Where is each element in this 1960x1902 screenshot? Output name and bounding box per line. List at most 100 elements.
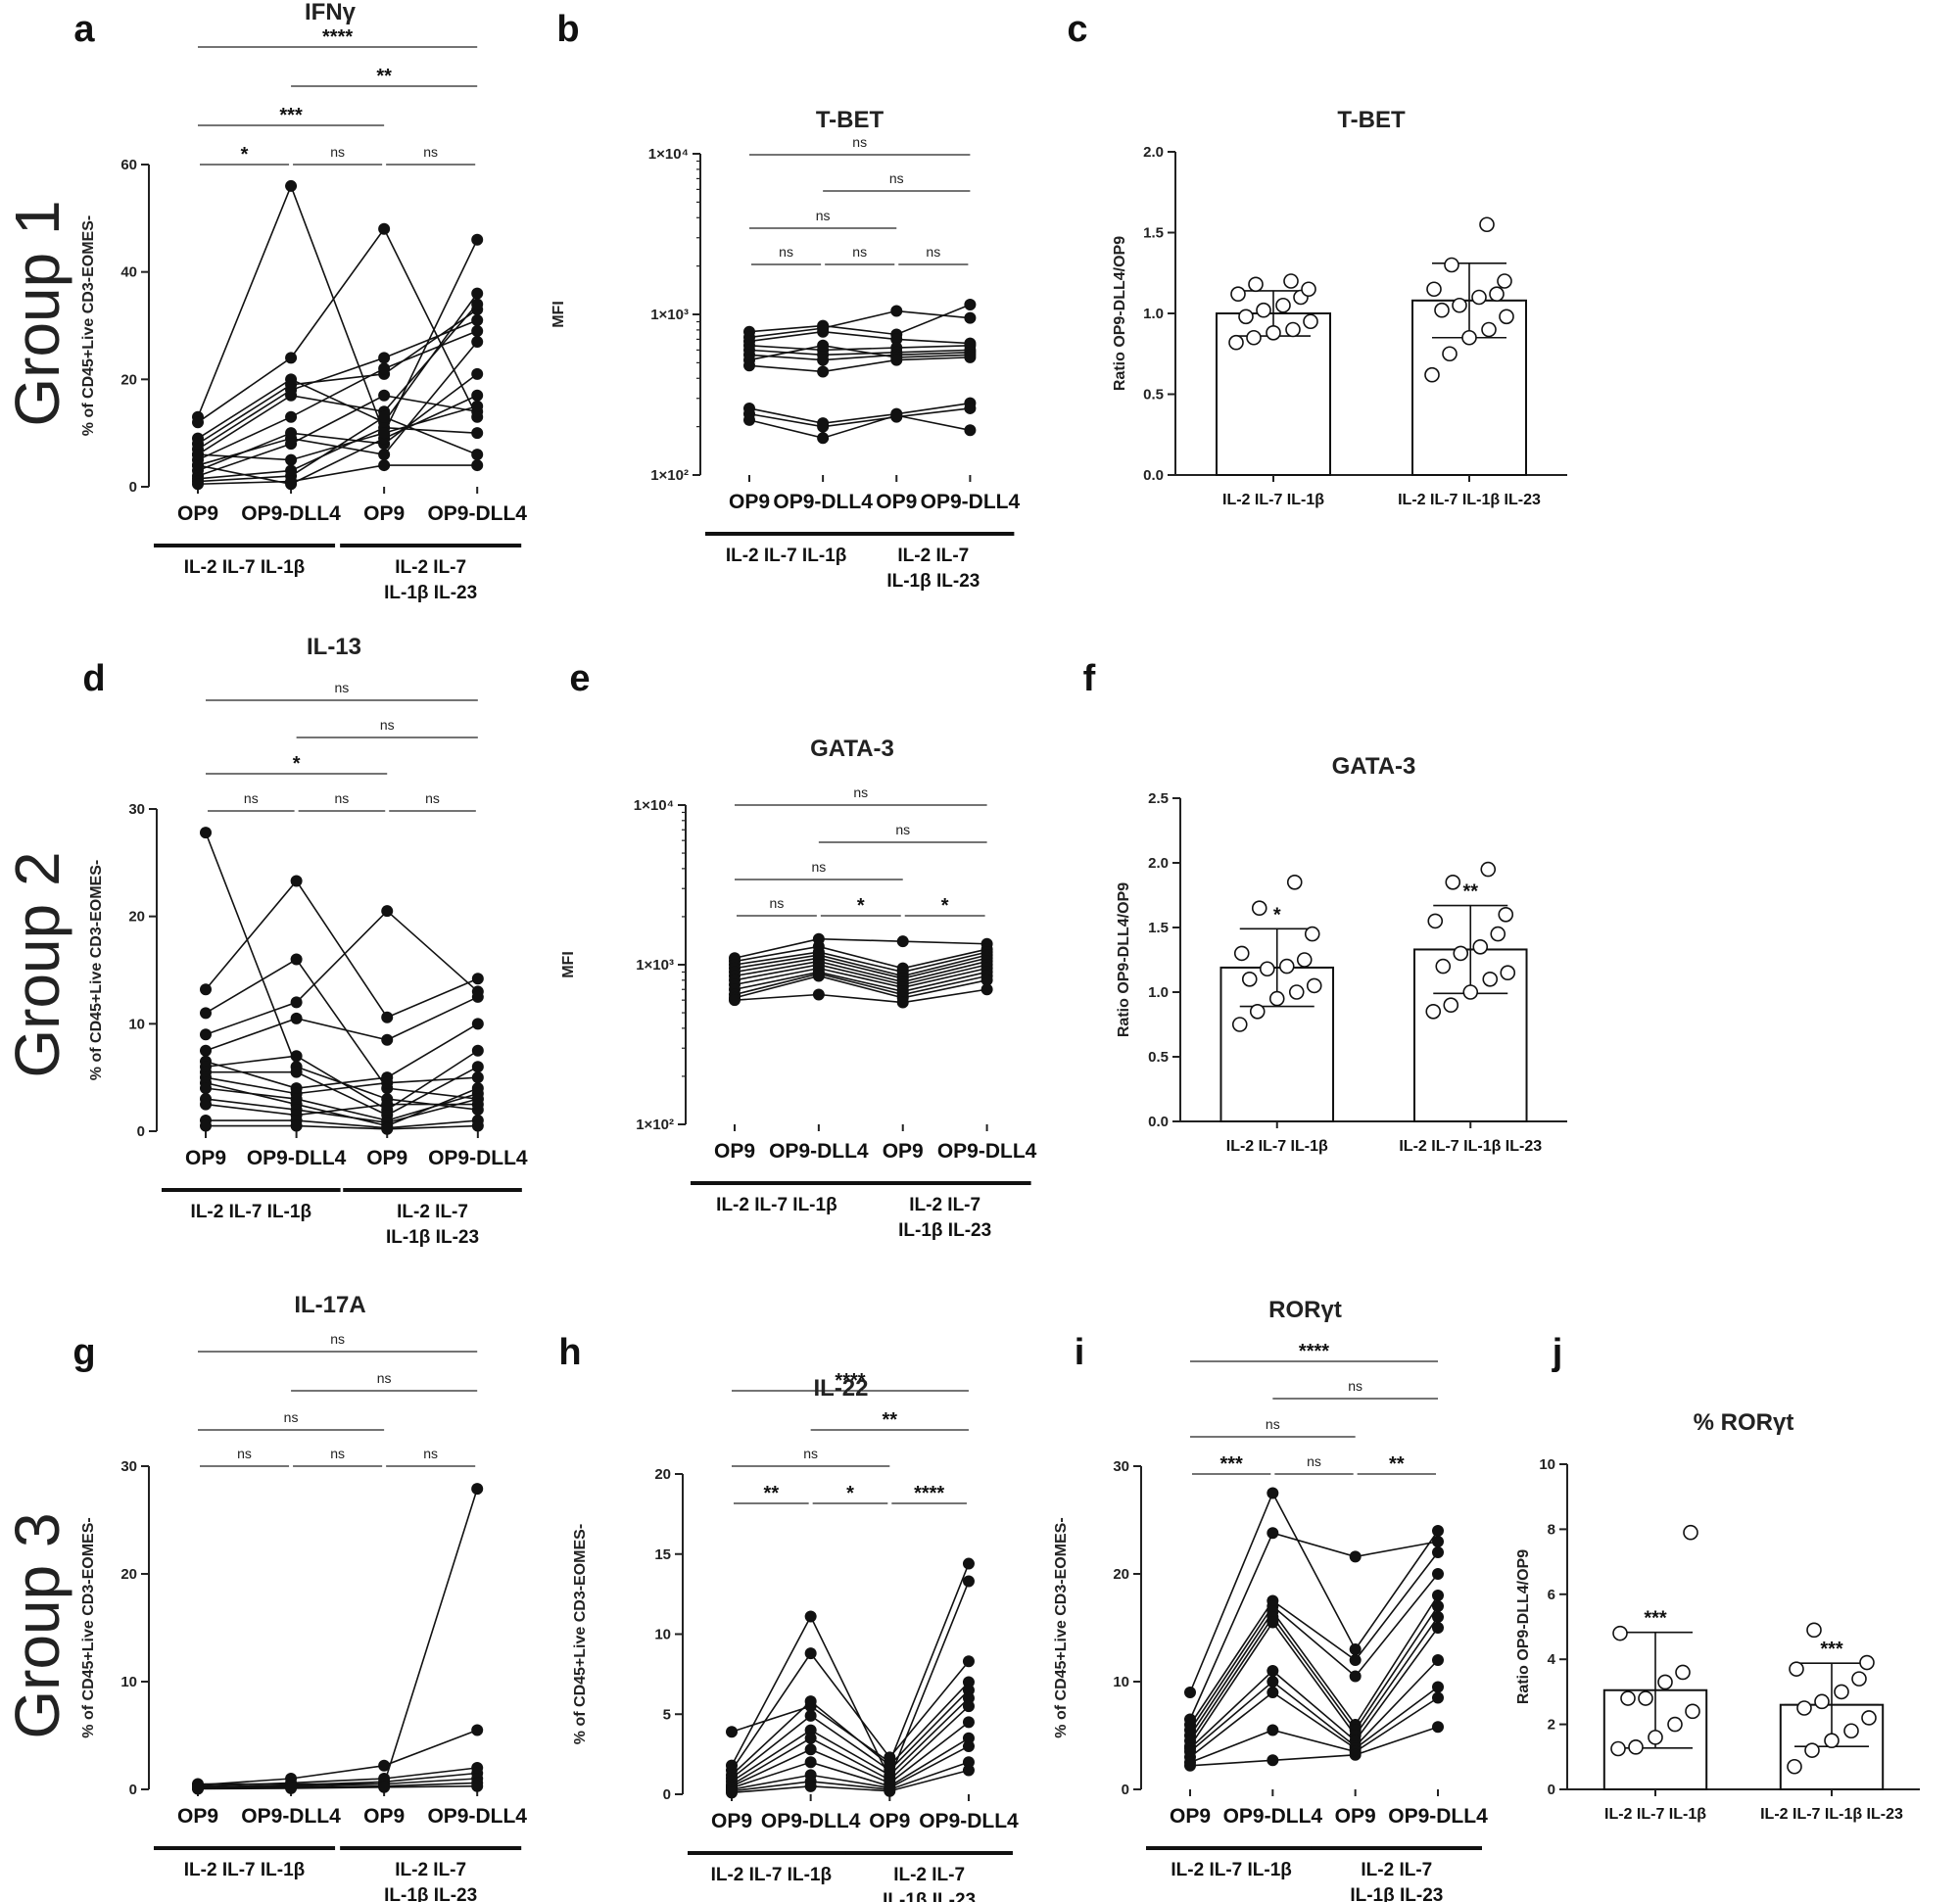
data-point <box>192 459 204 472</box>
data-point <box>1184 1759 1196 1772</box>
y-tick-label: 0 <box>1122 1782 1129 1798</box>
significance-star: * <box>1273 904 1281 926</box>
data-point <box>290 1012 303 1024</box>
y-tick-label: 0 <box>137 1123 145 1140</box>
series-line <box>205 1098 479 1124</box>
significance-label: ** <box>764 1483 780 1504</box>
series-line <box>1189 1616 1439 1747</box>
series-line <box>1189 1605 1439 1741</box>
y-tick-label: 2.0 <box>1148 855 1169 872</box>
data-point <box>378 427 391 440</box>
group-label-1: Group 1 <box>2 200 72 426</box>
series-line <box>748 304 971 336</box>
data-point <box>1824 1733 1840 1748</box>
data-point <box>1256 302 1271 318</box>
series-line <box>206 1124 478 1130</box>
y-tick-label: 15 <box>654 1546 671 1563</box>
series-line <box>198 1488 478 1785</box>
series-line <box>734 945 987 970</box>
series-line <box>197 394 478 477</box>
y-tick-label: 40 <box>120 264 137 281</box>
data-point <box>1267 1754 1279 1767</box>
condition-label: IL-2 IL-7 <box>395 557 466 578</box>
series-line <box>748 330 971 345</box>
significance-label: ns <box>811 859 826 875</box>
data-point <box>804 1743 817 1756</box>
chart-title-a: IFNγ <box>305 0 357 25</box>
data-point <box>1241 971 1258 987</box>
series-line <box>197 309 478 445</box>
x-category-label: OP9-DLL4 <box>769 1140 869 1163</box>
y-axis-label: % of CD45+Live CD3-EOMES- <box>80 1517 97 1737</box>
data-point <box>743 359 755 372</box>
series-line <box>197 227 478 423</box>
data-point <box>200 1044 212 1057</box>
data-point <box>290 953 303 966</box>
series-line <box>734 954 987 977</box>
x-category-label: OP9 <box>876 491 917 513</box>
significance-label: ns <box>237 1446 252 1461</box>
data-point <box>804 1756 817 1769</box>
y-tick-label: 0.0 <box>1143 467 1164 484</box>
series-line <box>734 964 987 986</box>
significance-label: ns <box>423 1446 438 1461</box>
data-point <box>381 1011 394 1023</box>
condition-label: IL-2 IL-7 <box>395 1860 466 1880</box>
data-point <box>471 1018 484 1030</box>
data-point <box>1275 297 1291 313</box>
series-line <box>197 330 478 461</box>
data-point <box>884 1784 896 1797</box>
data-point <box>817 354 830 366</box>
data-point <box>1296 952 1313 968</box>
data-point <box>1479 216 1495 233</box>
panel-f: f GATA-3 0.0 0.5 1.0 1.5 2.0 2.5 Ratio OP9-DLL4/… <box>1083 658 1567 1155</box>
data-point <box>290 1066 303 1078</box>
series-line <box>197 1782 478 1789</box>
data-point <box>890 305 903 317</box>
series-line <box>734 973 987 996</box>
significance-label: ns <box>895 822 910 837</box>
data-point <box>1267 1687 1279 1698</box>
data-point <box>1851 1671 1867 1687</box>
y-axis-label: MFI <box>560 951 577 978</box>
data-point <box>192 478 204 491</box>
significance-label: **** <box>1299 1341 1329 1362</box>
x-category-label: OP9-DLL4 <box>937 1140 1037 1163</box>
data-point <box>471 1483 484 1496</box>
data-point <box>980 983 993 996</box>
y-tick-label: 1×10³ <box>636 957 674 974</box>
series-line <box>1189 1573 1439 1731</box>
series-line <box>205 880 479 1019</box>
chart-title-g: IL-17A <box>294 1292 365 1318</box>
data-point <box>1498 906 1514 923</box>
y-tick-label: 0 <box>1548 1782 1555 1798</box>
condition-label: IL-2 IL-7 <box>893 1865 965 1885</box>
significance-label: ns <box>1307 1453 1321 1469</box>
significance-label: ns <box>1348 1378 1362 1394</box>
data-point <box>200 1098 212 1111</box>
panel-letter-h: h <box>558 1332 581 1373</box>
data-point <box>381 905 394 918</box>
data-point <box>200 1119 212 1132</box>
data-point <box>1427 913 1444 929</box>
data-point <box>1432 1525 1444 1537</box>
data-point <box>1859 1654 1875 1671</box>
y-tick-label: 60 <box>120 157 137 173</box>
y-tick-label: 30 <box>128 801 145 818</box>
x-category-label: OP9 <box>729 491 770 513</box>
y-tick-label: 0.0 <box>1148 1114 1169 1130</box>
y-tick-label: 1×10² <box>650 467 689 484</box>
series-line <box>197 1784 478 1790</box>
x-category-label: IL-2 IL-7 IL-1β <box>1222 492 1324 508</box>
data-point <box>964 402 977 414</box>
significance-label: *** <box>279 105 303 126</box>
data-point <box>1267 1665 1279 1677</box>
data-point <box>1228 334 1244 351</box>
significance-label: ns <box>423 144 438 160</box>
data-point <box>726 1786 738 1799</box>
condition-label: IL-1β IL-23 <box>886 571 980 592</box>
data-point <box>964 424 977 437</box>
data-point <box>1471 289 1487 306</box>
data-point <box>1834 1684 1849 1700</box>
